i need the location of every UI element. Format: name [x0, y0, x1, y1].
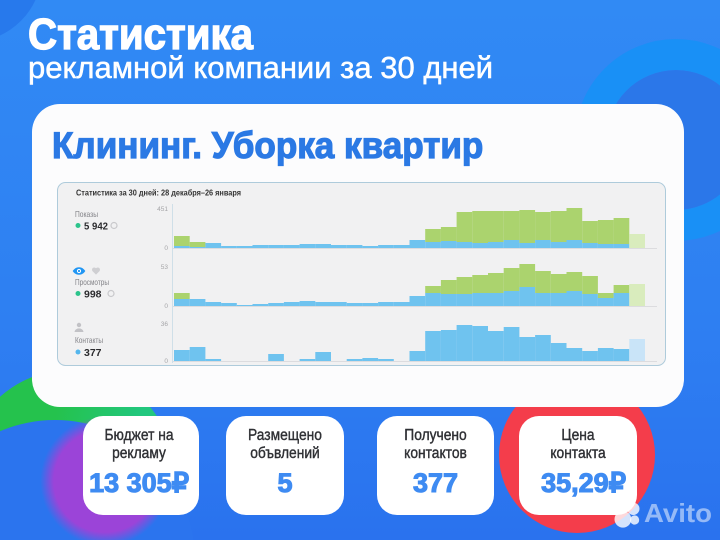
svg-text:451: 451: [157, 206, 168, 213]
svg-text:0: 0: [164, 245, 168, 252]
svg-text:Просмотры: Просмотры: [75, 277, 109, 287]
svg-text:Avito: Avito: [644, 498, 712, 528]
svg-text:998: 998: [84, 289, 102, 301]
svg-text:53: 53: [161, 264, 169, 271]
svg-text:Контакты: Контакты: [75, 335, 103, 345]
svg-text:5 942: 5 942: [84, 221, 108, 233]
svg-text:0: 0: [164, 303, 168, 310]
svg-text:0: 0: [164, 358, 168, 365]
svg-text:377: 377: [84, 347, 102, 359]
svg-text:36: 36: [161, 321, 169, 328]
svg-text:Показы: Показы: [75, 209, 98, 219]
svg-text:Статистика за 30 дней: 28 дека: Статистика за 30 дней: 28 декабря–26 янв…: [76, 188, 241, 198]
